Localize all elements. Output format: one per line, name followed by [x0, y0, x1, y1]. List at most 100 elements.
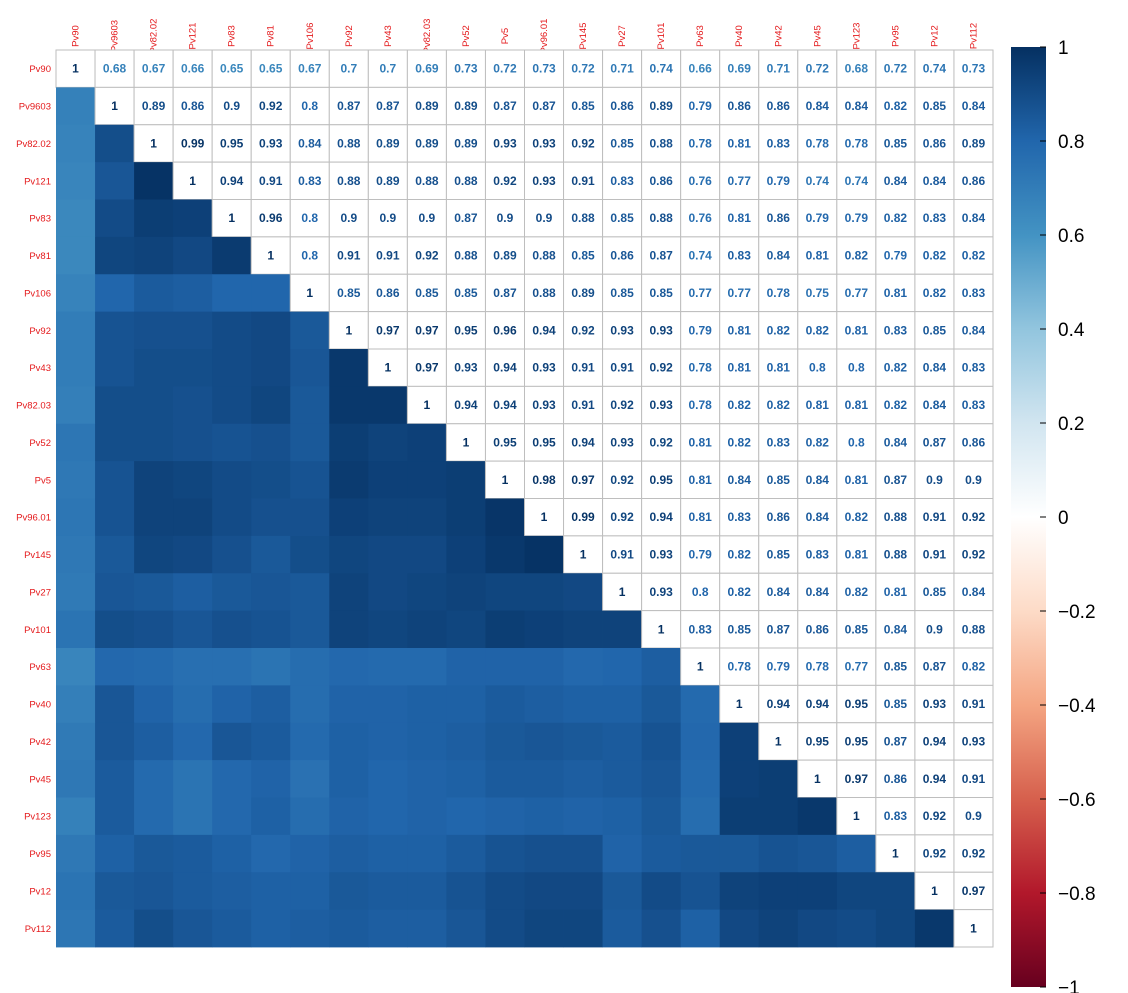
cell-value-label: 0.84 — [962, 211, 986, 225]
number-cell — [953, 909, 994, 948]
cell-value-label: 0.81 — [689, 473, 713, 487]
cell-value-label: 0.84 — [845, 99, 869, 113]
heatmap-cell — [134, 535, 174, 574]
number-cell — [641, 498, 682, 537]
cell-value-label: 0.95 — [649, 473, 673, 487]
heatmap-cell — [134, 909, 174, 948]
number-cell — [406, 49, 447, 88]
heatmap-cell — [602, 648, 643, 686]
number-cell — [797, 348, 838, 387]
heatmap-cell — [602, 834, 643, 873]
number-cell — [953, 610, 994, 649]
column-label: Pv43 — [383, 25, 394, 47]
heatmap-cell — [212, 349, 252, 387]
row-label: Pv52 — [29, 438, 51, 449]
cell-value-label: 0.81 — [689, 510, 713, 524]
cell-value-label: 0.65 — [220, 62, 244, 76]
heatmap-cell — [797, 909, 838, 948]
cell-value-label: 0.77 — [728, 174, 752, 188]
cell-value-label: 0.94 — [493, 361, 517, 375]
cell-value-label: 0.9 — [536, 211, 553, 225]
heatmap-cell — [251, 423, 291, 462]
heatmap-cell — [641, 760, 682, 798]
heatmap-cell — [251, 274, 291, 313]
cell-value-label: 0.81 — [845, 398, 869, 412]
number-cell — [367, 273, 408, 313]
heatmap-cell — [173, 535, 213, 574]
cell-value-label: 0.66 — [181, 62, 205, 76]
number-cell — [563, 49, 604, 88]
heatmap-cell — [56, 87, 96, 126]
heatmap-cell — [407, 461, 447, 499]
cell-value-label: 0.88 — [337, 174, 361, 188]
cell-value-label: 0.81 — [767, 361, 791, 375]
heatmap-cell — [680, 834, 721, 873]
cell-value-label: 1 — [970, 921, 977, 935]
number-cell — [836, 572, 877, 612]
cell-value-label: 0.87 — [337, 99, 361, 113]
heatmap-cell — [719, 834, 760, 873]
number-cell — [602, 535, 643, 574]
cell-value-label: 0.91 — [571, 398, 595, 412]
cell-value-label: 0.94 — [571, 435, 595, 449]
cell-value-label: 0.79 — [689, 548, 713, 562]
number-cell — [914, 871, 955, 911]
cell-value-label: 0.84 — [923, 361, 947, 375]
number-cell — [875, 236, 916, 275]
number-cell — [797, 498, 838, 537]
number-cell — [719, 385, 760, 425]
number-cell — [836, 797, 877, 836]
heatmap-cell — [641, 797, 682, 836]
number-cell — [328, 124, 369, 163]
heatmap-cell — [446, 872, 486, 911]
heatmap-cell — [368, 834, 408, 873]
heatmap-cell — [290, 797, 330, 836]
cell-value-label: 0.93 — [532, 136, 556, 150]
cell-value-label: 0.97 — [376, 323, 400, 337]
heatmap-cell — [485, 610, 525, 649]
row-label: Pv123 — [24, 812, 51, 823]
heatmap-cell — [329, 760, 369, 798]
cell-value-label: 0.82 — [962, 660, 986, 674]
cell-value-label: 0.92 — [610, 510, 634, 524]
heatmap-cell — [329, 834, 369, 873]
heatmap-cell — [485, 722, 525, 761]
heatmap-cell — [56, 461, 96, 499]
number-cell — [953, 124, 994, 163]
heatmap-cell — [563, 610, 603, 649]
cell-value-label: 0.83 — [806, 548, 830, 562]
colorbar-tick-label: 0.8 — [1058, 132, 1084, 153]
cell-value-label: 0.98 — [532, 473, 556, 487]
cell-value-label: 0.86 — [767, 510, 791, 524]
cell-value-label: 0.88 — [884, 510, 908, 524]
number-cell — [875, 161, 916, 200]
cell-value-label: 0.82 — [923, 249, 947, 263]
cell-value-label: 0.83 — [884, 809, 908, 823]
cell-value-label: 0.99 — [571, 510, 595, 524]
cell-value-label: 0.99 — [181, 136, 205, 150]
heatmap-cell — [134, 797, 174, 836]
number-cell — [914, 834, 955, 873]
number-cell — [836, 610, 877, 649]
number-cell — [250, 161, 291, 200]
cell-value-label: 1 — [814, 772, 821, 786]
cell-value-label: 0.73 — [962, 62, 986, 76]
row-label: Pv90 — [29, 64, 51, 75]
cell-value-label: 0.97 — [845, 772, 869, 786]
heatmap-cell — [680, 797, 721, 836]
heatmap-cell — [329, 573, 369, 612]
cell-value-label: 0.83 — [767, 435, 791, 449]
cell-value-label: 0.74 — [649, 62, 673, 76]
color-legend: 1 0.8 0.6 0.4 0.2 0 −0.2 −0.4 −0.6 −0.8 −1 — [1011, 38, 1096, 993]
cell-value-label: 0.84 — [728, 473, 752, 487]
heatmap-cell — [212, 760, 252, 798]
column-label: Pv123 — [851, 23, 862, 50]
number-cell — [563, 423, 604, 462]
number-cell — [406, 161, 447, 200]
number-cell — [172, 161, 213, 200]
heatmap-cell — [524, 648, 564, 686]
number-cell — [641, 236, 682, 275]
heatmap-cell — [95, 349, 135, 387]
heatmap-cell — [641, 909, 682, 948]
column-label: Pv9603 — [110, 20, 121, 52]
